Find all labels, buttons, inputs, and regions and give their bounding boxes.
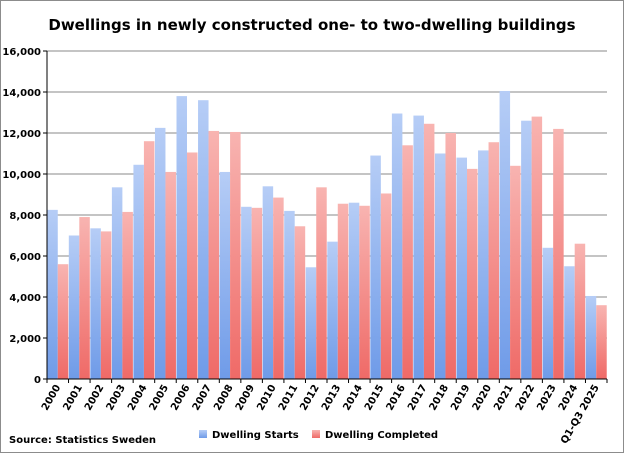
- legend-swatch-1: [312, 430, 320, 438]
- completed-bar-2022: [531, 116, 543, 379]
- completed-bar-q1-q3-2025: [596, 305, 607, 379]
- completed-bar-2009: [251, 207, 263, 379]
- starts-bar-q1-q3-2025: [585, 295, 597, 379]
- chart-title: Dwellings in newly constructed one- to t…: [48, 16, 575, 34]
- legend-label-1: Dwelling Completed: [325, 430, 438, 441]
- y-tick-label: 12,000: [2, 129, 41, 140]
- x-tick-label: 2017: [406, 383, 429, 413]
- completed-bar-2007: [208, 130, 220, 379]
- completed-bar-2021: [510, 165, 521, 379]
- starts-bar-2010: [262, 186, 274, 379]
- axes: [43, 50, 608, 383]
- y-tick-labels: 0 2,000 4,000 6,000 8,000 10,000 12,000 14,000 1…: [2, 47, 41, 386]
- legend-label-0: Dwelling Starts: [212, 430, 299, 441]
- completed-bar-2006: [187, 152, 198, 379]
- starts-bar-2002: [90, 228, 101, 379]
- x-tick-label: 2007: [191, 383, 214, 413]
- x-tick-label: 2021: [492, 383, 515, 413]
- x-tick-label: 2015: [363, 383, 386, 413]
- legend: Dwelling Starts Dwelling Completed: [199, 430, 438, 441]
- completed-bar-2014: [359, 205, 370, 379]
- y-tick-label: 10,000: [2, 170, 41, 181]
- x-tick-label: 2022: [514, 383, 537, 413]
- x-tick-label: 2016: [385, 383, 408, 413]
- y-tick-label: 14,000: [2, 88, 41, 99]
- y-tick-label: 8,000: [9, 211, 41, 222]
- starts-bar-2009: [241, 206, 252, 379]
- x-tick-label: 2000: [40, 383, 63, 413]
- starts-bar-2020: [478, 150, 489, 379]
- completed-bar-2002: [100, 231, 112, 379]
- completed-bar-2020: [488, 142, 500, 379]
- completed-bar-2019: [467, 168, 478, 379]
- x-tick-label: 2011: [277, 383, 300, 413]
- completed-bar-2015: [380, 193, 392, 379]
- completed-bar-2023: [553, 128, 564, 379]
- legend-swatch-0: [199, 430, 207, 438]
- completed-bar-2011: [294, 226, 306, 379]
- completed-bar-2001: [79, 217, 90, 379]
- starts-bar-2004: [133, 164, 144, 379]
- starts-bar-2022: [521, 120, 532, 379]
- starts-bar-2023: [542, 247, 554, 379]
- y-tick-label: 2,000: [9, 334, 41, 345]
- x-tick-label: 2023: [535, 383, 558, 413]
- x-tick-label: 2008: [212, 383, 235, 413]
- starts-bar-2013: [327, 241, 338, 379]
- bars: [47, 90, 607, 380]
- starts-bar-2014: [348, 202, 360, 379]
- starts-bar-2024: [564, 266, 575, 379]
- starts-bar-2015: [370, 155, 381, 379]
- starts-bar-2003: [111, 187, 123, 379]
- y-tick-label: 6,000: [9, 252, 41, 263]
- x-tick-label: 2004: [126, 383, 149, 413]
- y-tick-label: 16,000: [2, 47, 41, 58]
- y-tick-label: 4,000: [9, 293, 41, 304]
- x-tick-label: 2003: [105, 383, 128, 413]
- completed-bar-2004: [143, 141, 155, 379]
- y-tick-label: 0: [34, 375, 41, 386]
- x-tick-label: 2002: [83, 383, 106, 413]
- completed-bar-2000: [57, 264, 69, 379]
- x-tick-label: 2001: [61, 383, 84, 413]
- starts-bar-2008: [219, 171, 231, 379]
- starts-bar-2000: [47, 209, 58, 379]
- completed-bar-2013: [337, 203, 349, 379]
- completed-bar-2010: [273, 197, 284, 379]
- completed-bar-2012: [316, 187, 327, 379]
- starts-bar-2011: [284, 210, 295, 379]
- x-tick-label: 2010: [255, 383, 278, 413]
- x-tick-label: 2014: [341, 383, 364, 413]
- source-note: Source: Statistics Sweden: [9, 435, 156, 446]
- completed-bar-2003: [122, 211, 133, 379]
- starts-bar-2016: [391, 113, 403, 380]
- completed-bar-2024: [574, 243, 586, 379]
- starts-bar-2012: [305, 267, 317, 379]
- starts-bar-2007: [198, 100, 209, 379]
- x-tick-label: 2019: [449, 383, 472, 413]
- starts-bar-2001: [68, 235, 80, 379]
- completed-bar-2016: [402, 145, 413, 379]
- starts-bar-2018: [434, 153, 446, 379]
- x-tick-label: 2005: [148, 383, 171, 413]
- x-tick-label: 2013: [320, 383, 343, 413]
- completed-bar-2017: [423, 123, 435, 380]
- starts-bar-2017: [413, 115, 424, 379]
- x-tick-label: 2012: [298, 383, 321, 413]
- completed-bar-2005: [165, 171, 176, 379]
- starts-bar-2019: [456, 157, 467, 379]
- x-tick-label: 2018: [428, 383, 451, 413]
- x-tick-label: 2009: [234, 383, 257, 413]
- completed-bar-2008: [230, 131, 241, 379]
- x-tick-label: 2006: [169, 383, 192, 413]
- x-tick-label: 2020: [471, 383, 494, 413]
- completed-bar-2018: [445, 133, 456, 379]
- starts-bar-2005: [154, 127, 166, 379]
- starts-bar-2006: [176, 96, 187, 379]
- starts-bar-2021: [499, 90, 511, 379]
